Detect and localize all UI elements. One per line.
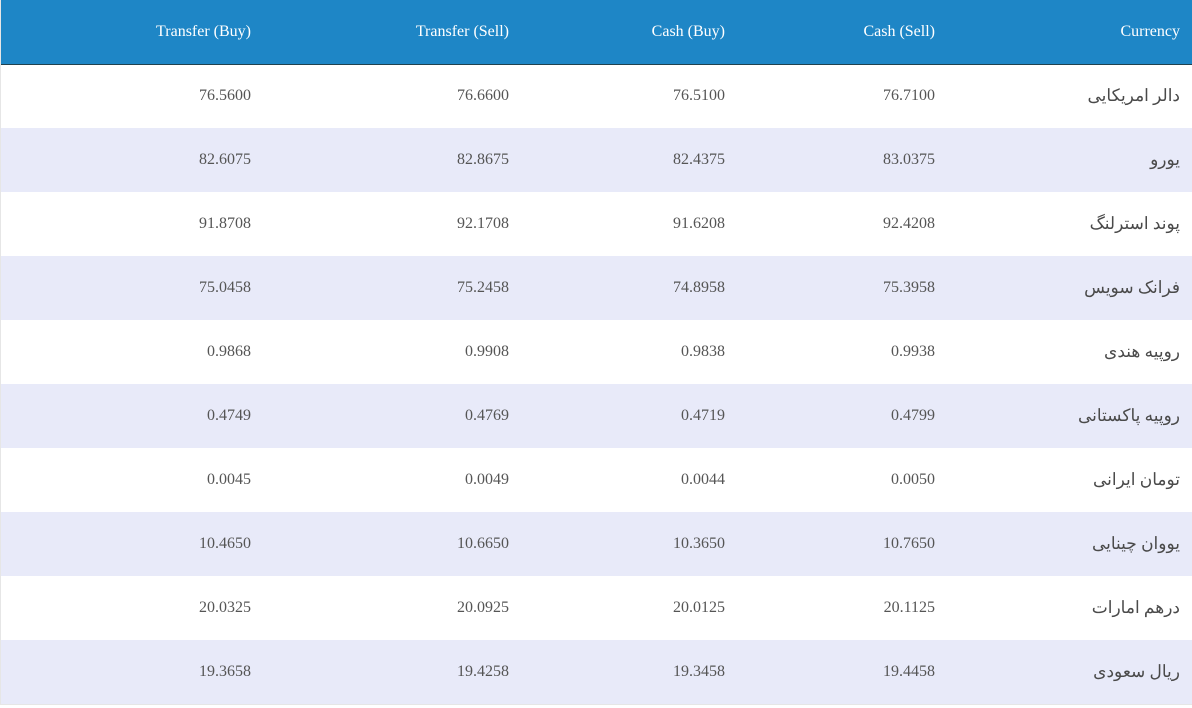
header-transfer-buy: Transfer (Buy) [1, 0, 252, 65]
currency-name-cell: یووان چینایی [1091, 534, 1180, 553]
table-body: 76.5600 76.6600 76.5100 76.7100 دالر امر… [1, 64, 1192, 704]
transfer-sell-cell: 0.0049 [465, 471, 509, 488]
header-cash-buy: Cash (Buy) [509, 0, 726, 65]
transfer-buy-cell: 75.0458 [199, 279, 251, 296]
transfer-buy-cell: 19.3658 [199, 663, 251, 680]
cash-buy-cell: 19.3458 [673, 663, 725, 680]
cash-buy-cell: 76.5100 [673, 87, 725, 105]
transfer-sell-cell: 75.2458 [457, 279, 509, 296]
cash-buy-cell: 0.0044 [681, 471, 725, 488]
transfer-buy-cell: 0.9868 [207, 343, 251, 360]
cash-buy-cell: 0.9838 [681, 343, 725, 360]
header-transfer-sell: Transfer (Sell) [252, 0, 509, 65]
currency-name-cell: درهم امارات [1091, 598, 1180, 617]
transfer-sell-cell: 0.9908 [465, 343, 509, 360]
transfer-sell-cell: 10.6650 [457, 535, 509, 552]
table-header: Transfer (Buy) Transfer (Sell) Cash (Buy… [1, 0, 1192, 65]
currency-name-cell: پوند استرلنگ [1089, 214, 1180, 233]
transfer-sell-cell: 76.6600 [457, 87, 509, 105]
table-row: 19.3658 19.4258 19.3458 19.4458 ریال سعو… [1, 640, 1192, 704]
cash-buy-cell: 91.6208 [673, 215, 725, 232]
cash-buy-cell: 82.4375 [673, 151, 725, 168]
cash-sell-cell: 0.0050 [891, 471, 935, 488]
transfer-buy-cell: 82.6075 [199, 151, 251, 168]
cash-sell-cell: 92.4208 [883, 215, 935, 232]
cash-sell-cell: 20.1125 [883, 599, 935, 616]
header-row: Transfer (Buy) Transfer (Sell) Cash (Buy… [1, 0, 1192, 65]
transfer-sell-cell: 0.4769 [465, 407, 509, 424]
transfer-sell-cell: 82.8675 [457, 151, 509, 168]
transfer-buy-cell: 91.8708 [199, 215, 251, 232]
cash-sell-cell: 0.9938 [891, 343, 935, 360]
cash-sell-cell: 83.0375 [883, 151, 935, 168]
cash-sell-cell: 75.3958 [883, 279, 935, 296]
cash-buy-cell: 20.0125 [673, 599, 725, 616]
transfer-buy-cell: 10.4650 [199, 535, 251, 552]
currency-name-cell: روپیه پاکستانی [1077, 406, 1180, 425]
cash-buy-cell: 74.8958 [673, 279, 725, 296]
table-row: 0.4749 0.4769 0.4719 0.4799 روپیه پاکستا… [1, 384, 1192, 448]
table-row: 76.5600 76.6600 76.5100 76.7100 دالر امر… [1, 64, 1192, 128]
cash-sell-cell: 0.4799 [891, 407, 935, 424]
cash-sell-cell: 10.7650 [883, 535, 935, 552]
table-row: 91.8708 92.1708 91.6208 92.4208 پوند است… [1, 192, 1192, 256]
header-cash-sell: Cash (Sell) [726, 0, 936, 65]
transfer-sell-cell: 20.0925 [457, 599, 509, 616]
table-row: 82.6075 82.8675 82.4375 83.0375 یورو [1, 128, 1192, 192]
cash-sell-cell: 19.4458 [883, 663, 935, 680]
table-row: 10.4650 10.6650 10.3650 10.7650 یووان چی… [1, 512, 1192, 576]
transfer-sell-cell: 19.4258 [457, 663, 509, 680]
currency-name-cell: روپیه هندی [1104, 342, 1180, 361]
cash-buy-cell: 0.4719 [681, 407, 725, 424]
currency-name-cell: تومان ایرانی [1093, 470, 1180, 489]
transfer-buy-cell: 0.4749 [207, 407, 251, 424]
currency-name-cell: ریال سعودی [1093, 662, 1180, 681]
transfer-buy-cell: 0.0045 [207, 471, 251, 488]
transfer-buy-cell: 76.5600 [199, 87, 251, 105]
table-row: 20.0325 20.0925 20.0125 20.1125 درهم اما… [1, 576, 1192, 640]
transfer-buy-cell: 20.0325 [199, 599, 251, 616]
header-currency: Currency [936, 0, 1192, 65]
table-row: 0.0045 0.0049 0.0044 0.0050 تومان ایرانی [1, 448, 1192, 512]
currency-name-cell: دالر امریکایی [1087, 86, 1180, 106]
table-row: 0.9868 0.9908 0.9838 0.9938 روپیه هندی [1, 320, 1192, 384]
cash-sell-cell: 76.7100 [883, 87, 935, 105]
table-row: 75.0458 75.2458 74.8958 75.3958 فرانک سو… [1, 256, 1192, 320]
currency-name-cell: فرانک سویس [1084, 278, 1180, 297]
currency-name-cell: یورو [1150, 150, 1180, 169]
transfer-sell-cell: 92.1708 [457, 215, 509, 232]
cash-buy-cell: 10.3650 [673, 535, 725, 552]
